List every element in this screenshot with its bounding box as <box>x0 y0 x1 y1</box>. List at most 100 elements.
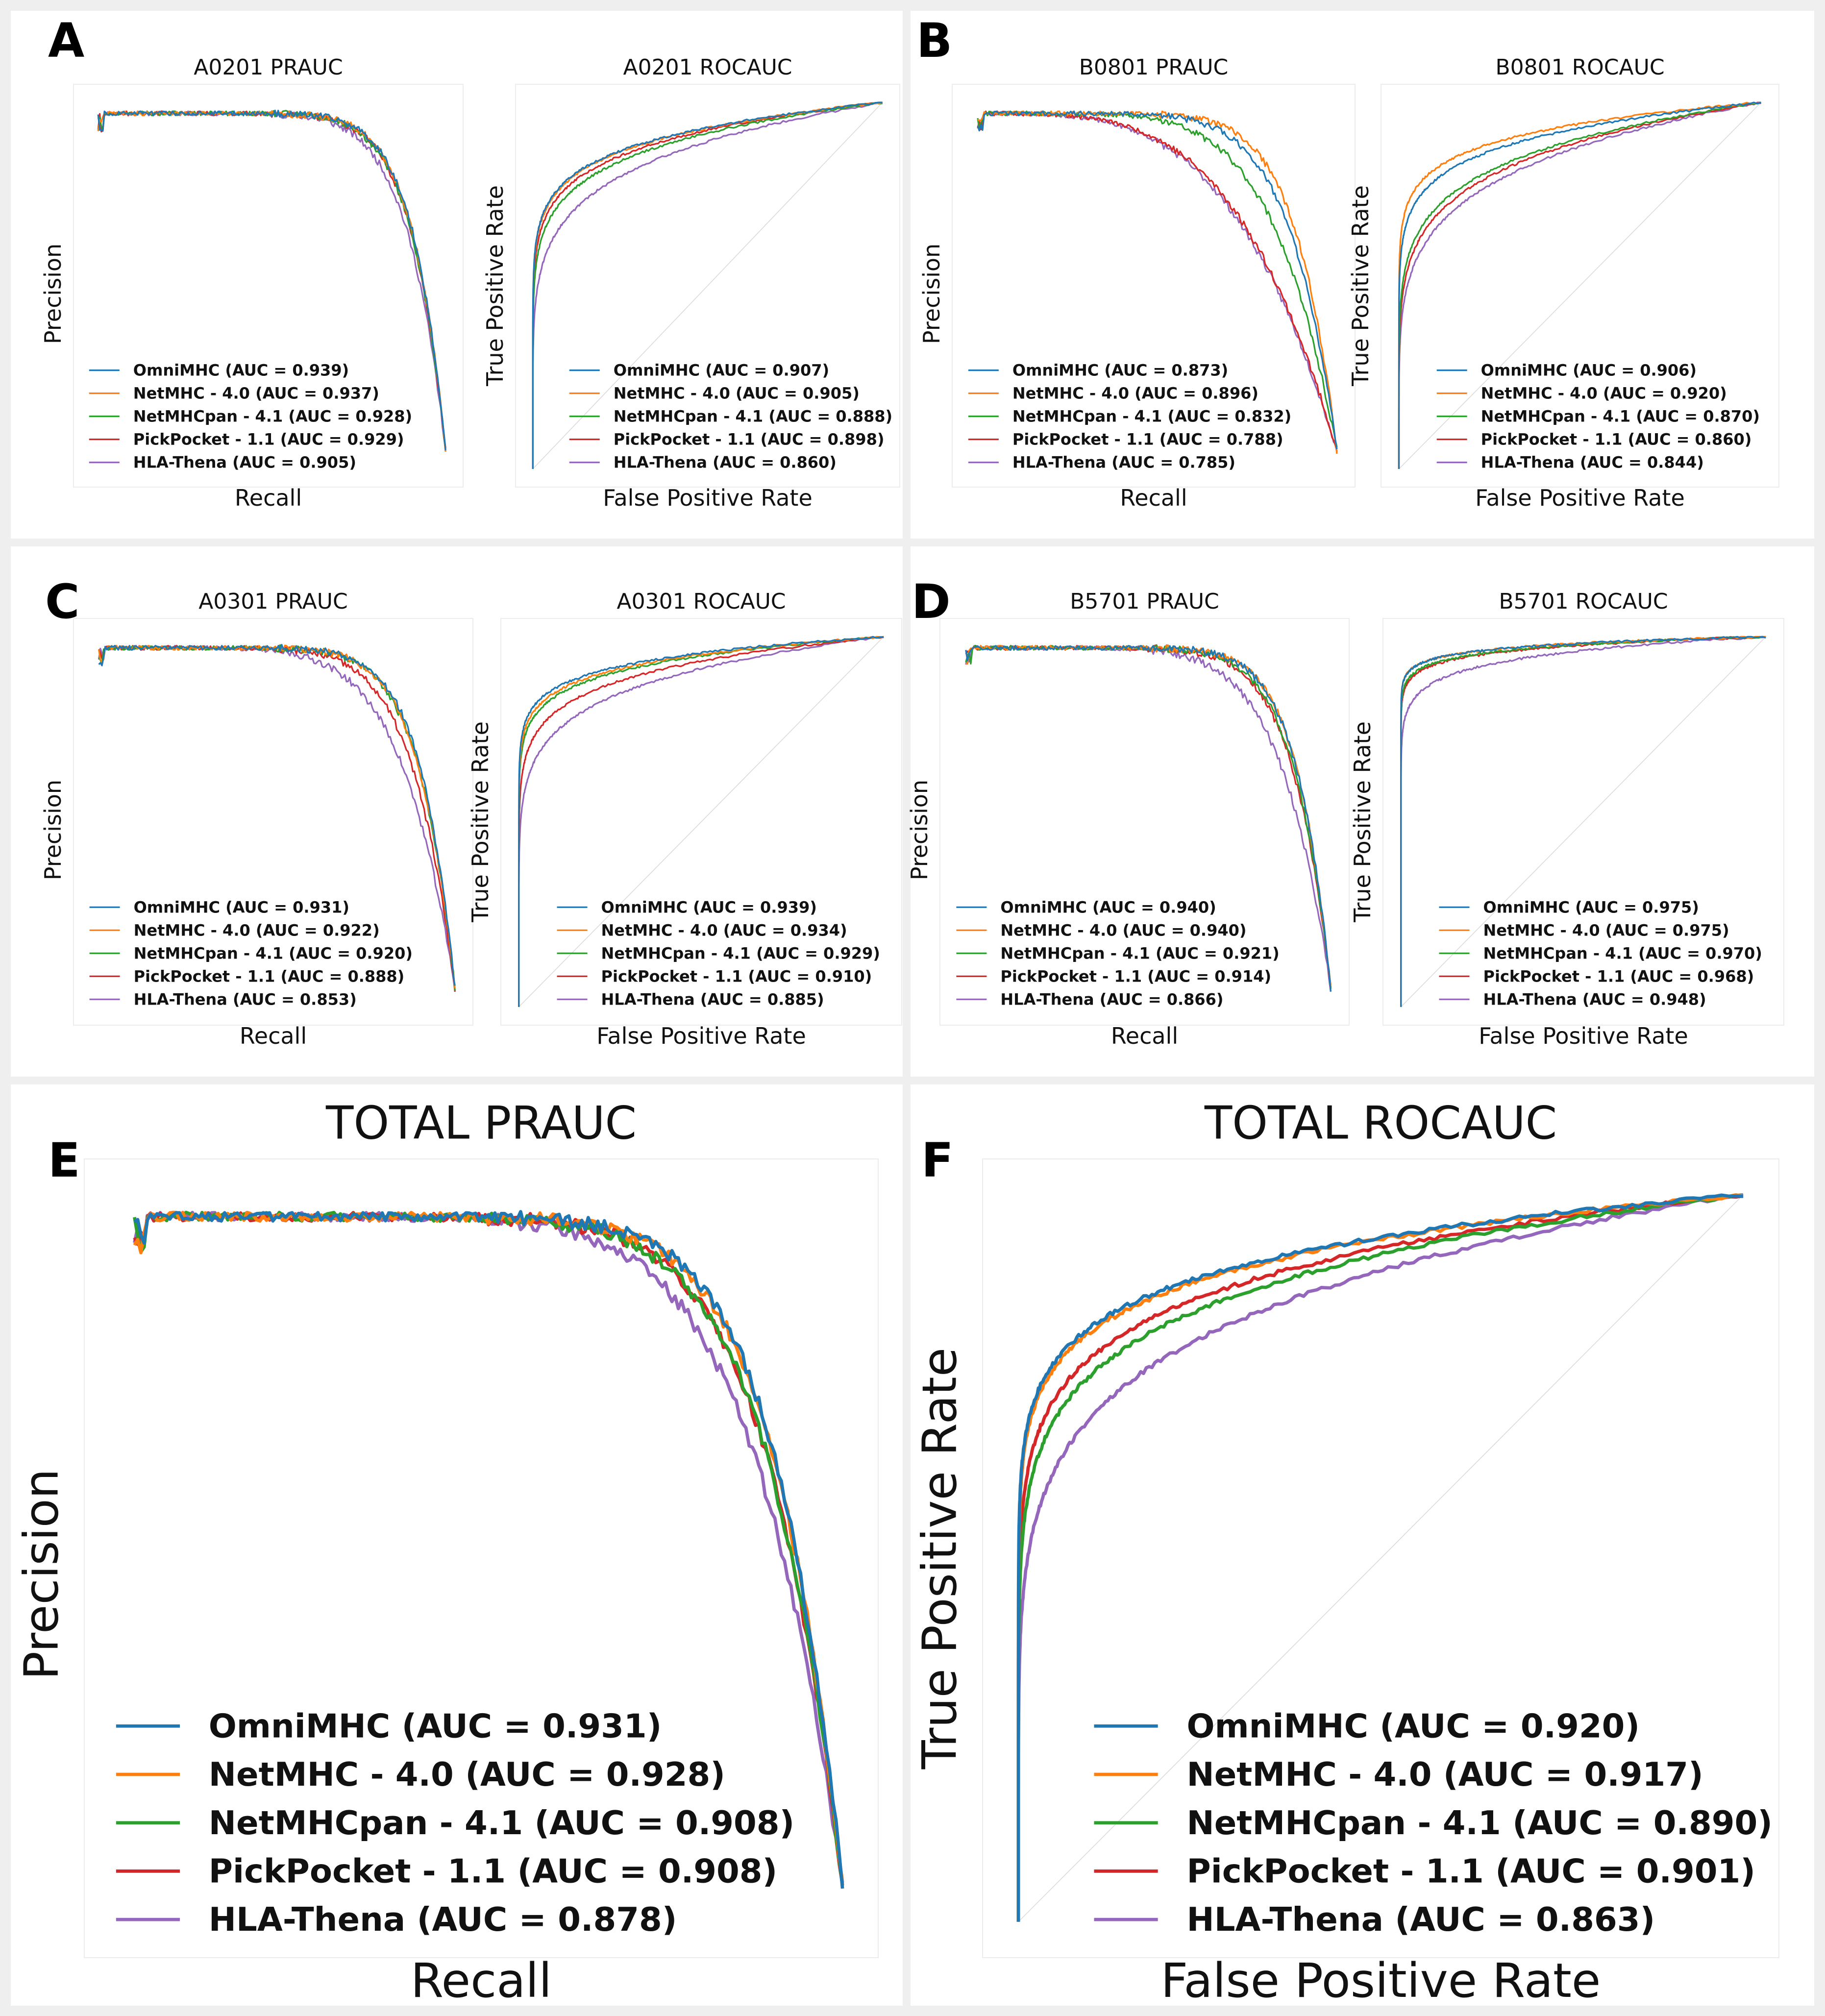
panel-b-pr-chart-legend-label-hlathena: HLA-Thena (AUC = 0.785) <box>1012 453 1235 472</box>
panel-a-roc-chart-legend-label-pickpocket: PickPocket - 1.1 (AUC = 0.898) <box>614 430 885 449</box>
panel-a-pr-chart-legend-label-pickpocket: PickPocket - 1.1 (AUC = 0.929) <box>133 430 404 449</box>
panel-d-pr-chart-plot-frame <box>939 618 1350 1026</box>
panel-a-pr-chart-ylabel: Precision <box>40 244 66 344</box>
panel-c-roc-chart-xlabel: False Positive Rate <box>596 1023 806 1049</box>
panel-b-pr-chart-legend-label-netmhc: NetMHC - 4.0 (AUC = 0.896) <box>1012 384 1258 403</box>
panel-a-roc-chart-legend-label-netmhc: NetMHC - 4.0 (AUC = 0.905) <box>614 384 860 403</box>
panel-f-roc-chart-legend-label-pickpocket: PickPocket - 1.1 (AUC = 0.901) <box>1187 1852 1755 1891</box>
panel-f-roc-chart-title: TOTAL ROCAUC <box>1204 1096 1557 1149</box>
panel-a-roc-chart-legend-label-omnimhc: OmniMHC (AUC = 0.907) <box>614 361 829 380</box>
panel-c-pr-chart-ylabel: Precision <box>40 780 66 880</box>
panel-letter-a: A <box>48 13 85 68</box>
panel-c-roc-chart-series-netmhcpan <box>518 636 884 1007</box>
panel-c-roc-chart-series-hlathena <box>518 636 884 1007</box>
panel-e-pr-chart-legend-label-pickpocket: PickPocket - 1.1 (AUC = 0.908) <box>209 1852 777 1891</box>
panel-d-roc-chart-series-pickpocket <box>1400 636 1766 1007</box>
panel-f-roc-chart-legend-label-netmhcpan: NetMHCpan - 4.1 (AUC = 0.890) <box>1187 1804 1773 1842</box>
panel-a-roc-chart-plot-frame <box>515 84 900 488</box>
panel-d-roc-chart-legend-label-hlathena: HLA-Thena (AUC = 0.948) <box>1483 990 1706 1008</box>
panel-b-roc-chart-plot-frame <box>1381 84 1779 488</box>
panel-b-pr-chart-title: B0801 PRAUC <box>1079 55 1229 80</box>
panel-a-pr-chart-legend-label-hlathena: HLA-Thena (AUC = 0.905) <box>133 453 356 472</box>
panel-a-pr-chart-legend-label-netmhcpan: NetMHCpan - 4.1 (AUC = 0.928) <box>133 407 412 426</box>
panel-d-roc-chart-legend-label-netmhc: NetMHC - 4.0 (AUC = 0.975) <box>1483 921 1729 939</box>
panel-a-pr-chart-legend-label-omnimhc: OmniMHC (AUC = 0.939) <box>133 361 349 380</box>
panel-c-roc-chart: A0301 ROCAUC False Positive Rate True Posi… <box>467 589 902 1049</box>
panel-e-pr-chart-title: TOTAL PRAUC <box>325 1096 637 1149</box>
panel-f-roc-chart-series-netmhcpan <box>1016 1193 1744 1922</box>
panel-a-pr-chart-xlabel: Recall <box>235 485 302 511</box>
panel-f-roc-chart-series-hlathena <box>1016 1193 1744 1922</box>
panel-c <box>11 546 903 1077</box>
panel-a-pr-chart-title: A0201 PRAUC <box>194 55 343 80</box>
panel-f-roc-chart: TOTAL ROCAUC False Positive Rate True Posi… <box>912 1096 1779 2008</box>
panel-d-roc-chart-legend-label-pickpocket: PickPocket - 1.1 (AUC = 0.968) <box>1483 967 1754 985</box>
panel-c-pr-chart-legend-label-netmhc: NetMHC - 4.0 (AUC = 0.922) <box>134 921 380 939</box>
panel-c-roc-chart-legend-label-netmhcpan: NetMHCpan - 4.1 (AUC = 0.929) <box>601 944 880 962</box>
panel-d-roc-chart-series-omnimhc <box>1400 636 1766 1007</box>
panel-a-roc-chart-series-netmhcpan <box>532 102 883 469</box>
panel-e-pr-chart-legend-label-netmhcpan: NetMHCpan - 4.1 (AUC = 0.908) <box>209 1804 794 1842</box>
panel-d-pr-chart-xlabel: Recall <box>1111 1023 1178 1049</box>
panel-f-roc-chart-legend-label-omnimhc: OmniMHC (AUC = 0.920) <box>1187 1707 1640 1745</box>
panel-d-roc-chart-ylabel: True Positive Rate <box>1349 721 1376 923</box>
panel-c-roc-chart-legend-label-omnimhc: OmniMHC (AUC = 0.939) <box>601 898 817 916</box>
panel-a-roc-chart-legend-label-netmhcpan: NetMHCpan - 4.1 (AUC = 0.888) <box>614 407 892 426</box>
panel-b-pr-chart-series-netmhc <box>977 110 1338 454</box>
panel-a-roc-chart-series-omnimhc <box>532 101 883 469</box>
panel-a-pr-chart: A0201 PRAUC Recall Precision OmniMHC (AUC =… <box>40 55 464 511</box>
panel-c-roc-chart-series-omnimhc <box>518 636 884 1007</box>
panel-a <box>11 11 903 539</box>
panel-b-pr-chart-series-omnimhc <box>977 110 1338 449</box>
panel-b-pr-chart-plot-frame <box>952 84 1356 488</box>
panel-b-roc-chart: B0801 ROCAUC False Positive Rate True Posi… <box>1347 55 1779 511</box>
panel-d <box>911 546 1814 1077</box>
panel-d-roc-chart-legend-label-omnimhc: OmniMHC (AUC = 0.975) <box>1483 898 1699 916</box>
panel-d-pr-chart-legend-label-omnimhc: OmniMHC (AUC = 0.940) <box>1000 898 1216 916</box>
panel-d-pr-chart-title: B5701 PRAUC <box>1070 589 1219 614</box>
panel-c-roc-chart-legend-label-pickpocket: PickPocket - 1.1 (AUC = 0.910) <box>601 967 872 985</box>
panel-a-pr-chart-plot-frame <box>73 84 464 488</box>
panel-f-roc-chart-xlabel: False Positive Rate <box>1161 1953 1601 2008</box>
panel-b-roc-chart-series-omnimhc <box>1398 101 1762 469</box>
panel-e-pr-chart-ylabel: Precision <box>13 1469 69 1680</box>
panel-d-pr-chart-legend-label-hlathena: HLA-Thena (AUC = 0.866) <box>1000 990 1223 1008</box>
panel-b-roc-chart-series-netmhcpan <box>1398 101 1761 469</box>
panel-f-roc-chart-legend-label-netmhc: NetMHC - 4.0 (AUC = 0.917) <box>1187 1755 1703 1794</box>
panel-d-pr-chart-legend-label-netmhc: NetMHC - 4.0 (AUC = 0.940) <box>1000 921 1246 939</box>
panel-b-roc-chart-series-netmhc <box>1398 101 1761 469</box>
panel-c-pr-chart-series-pickpocket <box>98 645 456 992</box>
panel-c-pr-chart-title: A0301 PRAUC <box>198 589 347 614</box>
panel-c-roc-chart-ylabel: True Positive Rate <box>467 721 493 923</box>
panel-b-roc-chart-series-hlathena <box>1398 101 1761 469</box>
panel-letter-e: E <box>48 1133 80 1188</box>
panel-b-pr-chart-legend-label-pickpocket: PickPocket - 1.1 (AUC = 0.788) <box>1012 430 1283 449</box>
panel-a-roc-chart: A0201 ROCAUC False Positive Rate True Posi… <box>482 55 900 511</box>
panel-f-roc-chart-diagonal <box>1018 1194 1744 1922</box>
panel-c-pr-chart-xlabel: Recall <box>240 1023 307 1049</box>
panel-letter-f: F <box>921 1133 954 1188</box>
panel-a-roc-chart-series-hlathena <box>532 102 883 469</box>
panel-c-pr-chart-plot-frame <box>73 618 473 1026</box>
panel-e-pr-chart-legend-label-hlathena: HLA-Thena (AUC = 0.878) <box>209 1900 677 1939</box>
panel-b-roc-chart-legend-label-hlathena: HLA-Thena (AUC = 0.844) <box>1481 453 1704 472</box>
panel-letter-c: C <box>45 574 80 629</box>
panel-c-roc-chart-title: A0301 ROCAUC <box>617 589 786 614</box>
panel-b-roc-chart-legend-label-omnimhc: OmniMHC (AUC = 0.906) <box>1481 361 1697 380</box>
panel-d-pr-chart-ylabel: Precision <box>906 780 933 880</box>
panel-f <box>911 1084 1814 2006</box>
panel-b-roc-chart-ylabel: True Positive Rate <box>1347 185 1374 387</box>
panel-a-pr-chart-legend-label-netmhc: NetMHC - 4.0 (AUC = 0.937) <box>133 384 379 403</box>
panel-a-roc-chart-diagonal <box>532 102 883 469</box>
panel-d-pr-chart-series-hlathena <box>965 644 1332 992</box>
panel-b <box>911 11 1814 539</box>
panel-b-pr-chart-ylabel: Precision <box>918 244 945 344</box>
panel-f-roc-chart-ylabel: True Positive Rate <box>912 1348 967 1770</box>
panel-f-roc-chart-legend-label-hlathena: HLA-Thena (AUC = 0.863) <box>1187 1900 1655 1939</box>
panel-d-roc-chart-diagonal <box>1401 636 1766 1008</box>
panel-e-pr-chart-legend-label-omnimhc: OmniMHC (AUC = 0.931) <box>209 1707 662 1745</box>
panel-c-roc-chart-series-pickpocket <box>518 636 884 1007</box>
panel-c-pr-chart: A0301 PRAUC Recall Precision OmniMHC (AUC =… <box>40 589 473 1049</box>
panel-d-roc-chart-series-hlathena <box>1400 636 1766 1007</box>
